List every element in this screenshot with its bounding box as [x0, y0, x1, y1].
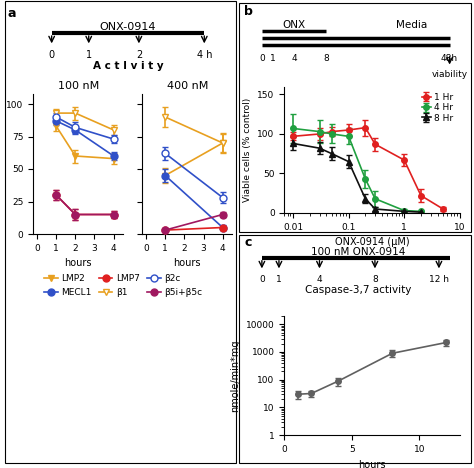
- Text: c: c: [244, 236, 252, 249]
- Text: 100 nM ONX-0914: 100 nM ONX-0914: [310, 247, 405, 257]
- Text: 1: 1: [86, 50, 92, 60]
- X-axis label: hours: hours: [358, 460, 386, 468]
- Text: 12 h: 12 h: [429, 275, 449, 284]
- Text: 8: 8: [323, 54, 329, 63]
- Y-axis label: Viable cells (% control): Viable cells (% control): [243, 98, 252, 202]
- Title: 400 nM: 400 nM: [166, 81, 208, 91]
- Text: ONX: ONX: [283, 20, 305, 30]
- Text: Media: Media: [396, 20, 427, 30]
- Text: 0: 0: [259, 275, 265, 284]
- Legend: LMP2, MECL1, LMP7, β1, β2c, β5i+β5c: LMP2, MECL1, LMP7, β1, β2c, β5i+β5c: [44, 274, 202, 297]
- Text: 0: 0: [49, 50, 55, 60]
- X-axis label: hours: hours: [64, 258, 92, 268]
- X-axis label: ONX-0914 (μM): ONX-0914 (μM): [335, 237, 410, 247]
- Title: 100 nM: 100 nM: [57, 81, 99, 91]
- Text: 1: 1: [276, 275, 282, 284]
- X-axis label: hours: hours: [173, 258, 201, 268]
- Text: 8: 8: [372, 275, 378, 284]
- Text: 1: 1: [270, 54, 275, 63]
- Text: 0: 0: [259, 54, 265, 63]
- Y-axis label: nmole/min*mg: nmole/min*mg: [230, 339, 240, 412]
- Text: b: b: [244, 5, 253, 18]
- Text: viability: viability: [431, 70, 468, 79]
- Text: 4 h: 4 h: [197, 50, 212, 60]
- Legend: 1 Hr, 4 Hr, 8 Hr: 1 Hr, 4 Hr, 8 Hr: [420, 91, 455, 124]
- Text: Caspase-3,7 activity: Caspase-3,7 activity: [305, 285, 411, 295]
- Text: a: a: [7, 7, 16, 20]
- Text: 4: 4: [317, 275, 322, 284]
- Text: 2: 2: [136, 50, 142, 60]
- Text: A c t I v i t y: A c t I v i t y: [93, 61, 163, 71]
- Text: ONX-0914: ONX-0914: [100, 22, 156, 32]
- Text: 4: 4: [291, 54, 297, 63]
- Text: 48h: 48h: [441, 54, 458, 63]
